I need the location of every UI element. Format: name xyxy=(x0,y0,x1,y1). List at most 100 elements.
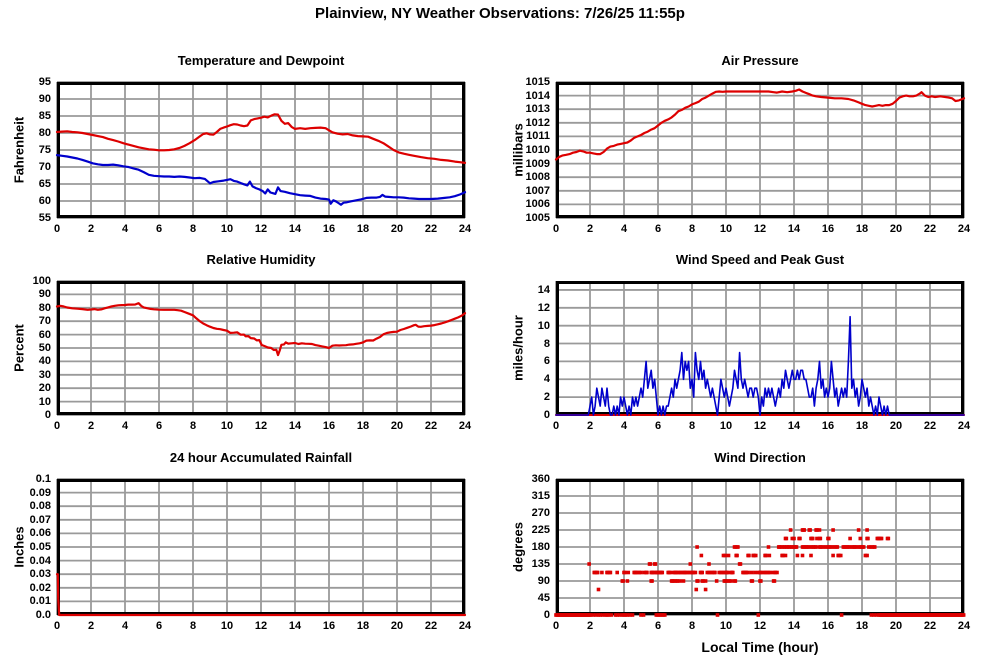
relative-humidity-x-tick-label: 14 xyxy=(288,420,302,432)
air-pressure-x-tick-label: 24 xyxy=(957,223,971,235)
wind-direction-x-tick-label: 18 xyxy=(855,620,869,632)
gridlines xyxy=(56,478,466,616)
wind-speed-gust-x-tick-label: 8 xyxy=(688,420,696,432)
series-temperature xyxy=(55,113,467,165)
temperature-dewpoint-x-tick-label: 6 xyxy=(155,223,163,235)
air-pressure-plot-area xyxy=(554,81,966,219)
wind-speed-gust-y-tick-label: 10 xyxy=(537,319,550,332)
wind-direction-x-tick-label: 12 xyxy=(753,620,767,632)
air-pressure-y-tick-label: 1010 xyxy=(525,144,550,156)
air-pressure-title: Air Pressure xyxy=(721,53,799,68)
series-peak-gust xyxy=(555,315,965,416)
wind-speed-gust-x-tick-label: 16 xyxy=(821,420,835,432)
series-direction xyxy=(554,528,966,617)
wind-direction-y-tick-label: 45 xyxy=(537,592,550,604)
series-dewpoint xyxy=(55,153,467,206)
wind-direction-plot-area xyxy=(554,478,966,617)
accumulated-rainfall-x-tick-label: 24 xyxy=(458,620,472,632)
wind-direction-x-axis-label: Local Time (hour) xyxy=(701,639,819,655)
accumulated-rainfall-x-tick-label: 10 xyxy=(220,620,234,632)
wind-direction-title: Wind Direction xyxy=(714,450,806,465)
wind-speed-gust-x-tick-label: 18 xyxy=(855,420,869,432)
air-pressure-x-tick-label: 14 xyxy=(787,223,801,235)
air-pressure-y-tick-label: 1015 xyxy=(525,76,550,88)
temperature-dewpoint-x-tick-label: 24 xyxy=(458,223,472,235)
accumulated-rainfall-y-tick-label: 0.08 xyxy=(29,500,51,513)
wind-direction-y-tick-label: 225 xyxy=(531,524,550,536)
temperature-dewpoint-x-tick-label: 20 xyxy=(390,223,404,235)
accumulated-rainfall-y-tick-label: 0.05 xyxy=(29,541,51,553)
wind-direction-x-tick-label: 16 xyxy=(821,620,835,632)
wind-speed-gust-y-tick-label: 2 xyxy=(543,391,550,404)
wind-direction-x-tick-label: 22 xyxy=(923,620,937,632)
air-pressure-x-tick-label: 8 xyxy=(688,223,696,235)
air-pressure-x-tick-label: 16 xyxy=(821,223,835,235)
wind-direction-y-tick-label: 135 xyxy=(531,558,550,570)
wind-direction-y-tick-label: 360 xyxy=(531,473,550,485)
air-pressure-x-tick-label: 12 xyxy=(753,223,767,235)
wind-speed-gust-y-tick-label: 8 xyxy=(543,337,550,350)
plot-border xyxy=(57,82,465,218)
relative-humidity-y-tick-label: 90 xyxy=(38,288,51,301)
temperature-dewpoint-y-tick-label: 60 xyxy=(38,195,51,207)
accumulated-rainfall-y-tick-label: 0.1 xyxy=(35,473,51,485)
wind-direction-y-tick-label: 270 xyxy=(531,507,550,519)
accumulated-rainfall-x-tick-label: 22 xyxy=(424,620,438,632)
temperature-dewpoint-x-tick-label: 0 xyxy=(53,223,61,235)
temperature-dewpoint-x-tick-label: 22 xyxy=(424,223,438,235)
relative-humidity-x-tick-label: 8 xyxy=(189,420,197,432)
temperature-dewpoint-x-tick-label: 4 xyxy=(121,223,129,235)
page-title: Plainview, NY Weather Observations: 7/26… xyxy=(315,5,685,22)
wind-direction-x-tick-label: 4 xyxy=(620,620,628,632)
accumulated-rainfall-x-tick-label: 8 xyxy=(189,620,197,632)
air-pressure-y-tick-label: 1006 xyxy=(525,198,550,211)
accumulated-rainfall-y-tick-label: 0.09 xyxy=(29,486,51,499)
temperature-dewpoint-y-tick-label: 75 xyxy=(38,144,51,156)
relative-humidity-y-tick-label: 30 xyxy=(38,368,51,381)
air-pressure-x-tick-label: 6 xyxy=(654,223,662,235)
series-pressure xyxy=(554,88,966,161)
relative-humidity-y-tick-label: 100 xyxy=(32,275,51,287)
relative-humidity-y-tick-label: 50 xyxy=(38,342,51,354)
relative-humidity-y-tick-label: 10 xyxy=(38,395,51,408)
relative-humidity-x-tick-label: 22 xyxy=(424,420,438,432)
wind-direction-y-tick-label: 180 xyxy=(531,541,550,553)
wind-speed-gust-x-tick-label: 20 xyxy=(889,420,903,432)
temperature-dewpoint-x-tick-label: 14 xyxy=(288,223,302,235)
wind-speed-gust-title: Wind Speed and Peak Gust xyxy=(675,252,845,267)
accumulated-rainfall-x-tick-label: 20 xyxy=(390,620,404,632)
air-pressure-y-tick-label: 1005 xyxy=(525,212,550,224)
wind-direction-x-tick-label: 10 xyxy=(719,620,733,632)
wind-direction-y-tick-label: 315 xyxy=(531,490,550,502)
accumulated-rainfall-x-tick-label: 2 xyxy=(87,620,95,632)
temperature-dewpoint-y-tick-label: 70 xyxy=(38,161,51,173)
wind-speed-gust-x-tick-label: 2 xyxy=(586,420,594,432)
relative-humidity-y-tick-label: 0 xyxy=(44,409,51,421)
air-pressure-y-tick-label: 1007 xyxy=(525,184,550,197)
accumulated-rainfall-x-tick-label: 12 xyxy=(254,620,268,632)
relative-humidity-x-tick-label: 10 xyxy=(220,420,234,432)
air-pressure-x-tick-label: 20 xyxy=(889,223,903,235)
wind-speed-gust-x-tick-label: 12 xyxy=(753,420,767,432)
temperature-dewpoint-plot-area xyxy=(55,81,467,219)
gridlines xyxy=(555,81,965,219)
wind-speed-gust-y-tick-label: 4 xyxy=(543,373,550,386)
series-rainfall xyxy=(55,573,467,617)
gridlines xyxy=(56,280,466,416)
relative-humidity-x-tick-label: 24 xyxy=(458,420,472,432)
relative-humidity-y-tick-label: 20 xyxy=(38,382,51,395)
series-humidity xyxy=(55,302,467,357)
air-pressure-y-tick-label: 1012 xyxy=(525,116,550,129)
temperature-dewpoint-x-tick-label: 2 xyxy=(87,223,95,235)
wind-speed-gust-x-tick-label: 4 xyxy=(620,420,628,432)
wind-speed-gust-x-tick-label: 22 xyxy=(923,420,937,432)
air-pressure-x-tick-label: 4 xyxy=(620,223,628,235)
accumulated-rainfall-x-tick-label: 0 xyxy=(53,620,61,632)
relative-humidity-x-tick-label: 6 xyxy=(155,420,163,432)
wind-direction-x-tick-label: 2 xyxy=(586,620,594,632)
temperature-dewpoint-y-tick-label: 80 xyxy=(38,127,51,139)
accumulated-rainfall-y-tick-label: 0.07 xyxy=(29,513,51,526)
temperature-dewpoint-x-tick-label: 8 xyxy=(189,223,197,235)
air-pressure-y-tick-label: 1009 xyxy=(525,157,550,170)
